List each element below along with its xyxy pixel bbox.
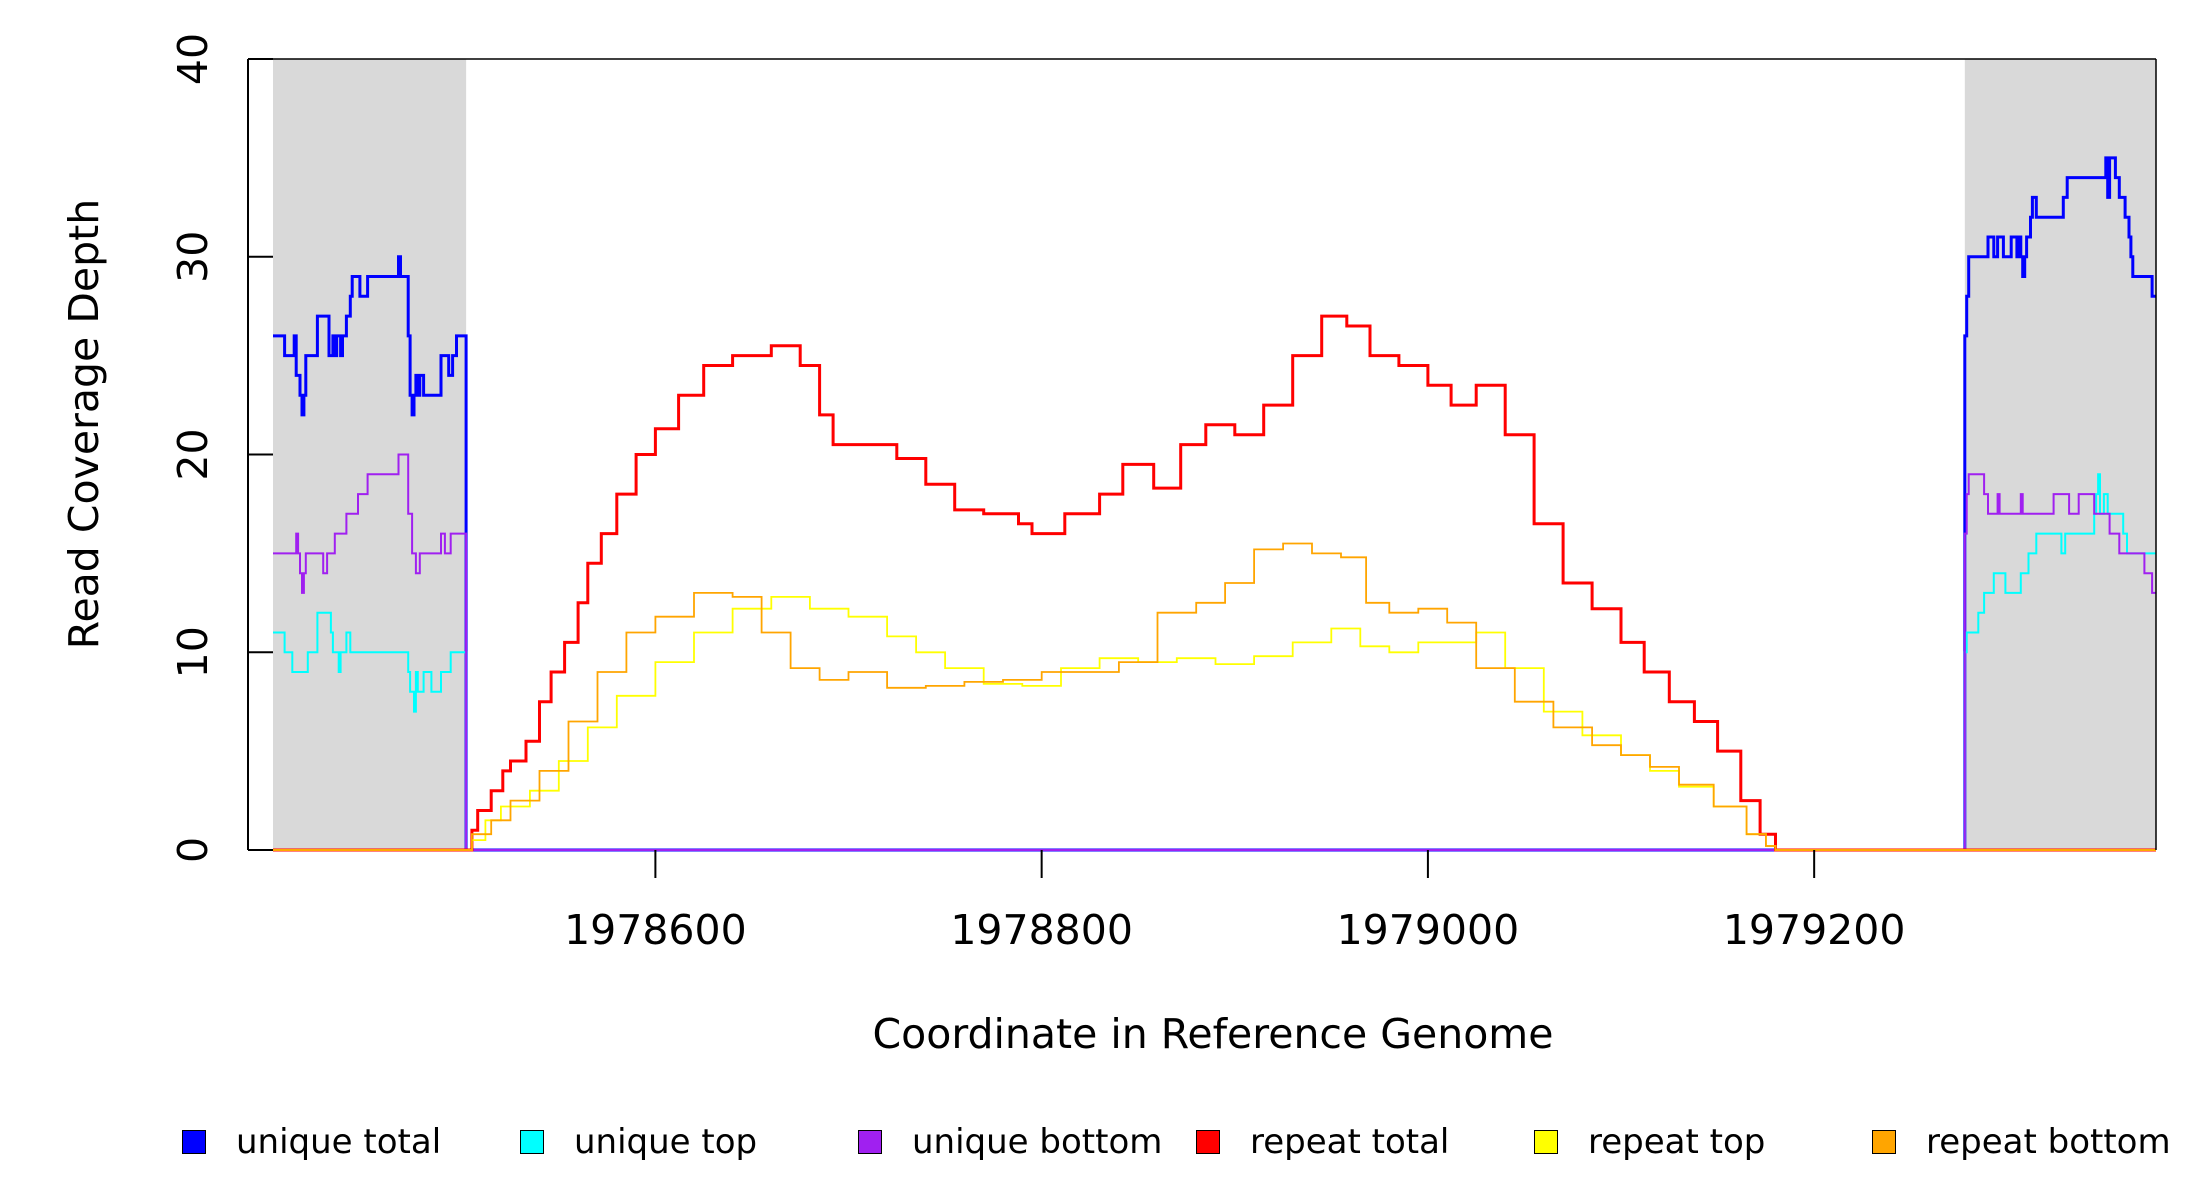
- legend-label: unique top: [574, 1122, 758, 1162]
- y-tick-label: 10: [169, 626, 217, 678]
- series-line-repeat-total: [273, 314, 2156, 852]
- legend-label: repeat bottom: [1926, 1122, 2171, 1162]
- x-tick-label: 1979200: [1723, 906, 1906, 954]
- legend-swatch-unique-bottom: [858, 1130, 882, 1154]
- legend-swatch-repeat-bottom: [1872, 1130, 1896, 1154]
- legend-item-unique-total: unique total: [182, 1118, 441, 1166]
- y-axis-title: Read Coverage Depth: [60, 199, 108, 649]
- x-tick-label: 1978600: [564, 906, 747, 954]
- legend-item-repeat-top: repeat top: [1534, 1118, 1765, 1166]
- series-line-repeat-bottom: [273, 542, 2156, 851]
- legend: unique total unique top unique bottom re…: [0, 1118, 2200, 1166]
- x-axis-title: Coordinate in Reference Genome: [873, 1010, 1554, 1058]
- shaded-region-2: [1964, 59, 2156, 850]
- y-tick-label: 40: [169, 33, 217, 85]
- legend-label: repeat total: [1250, 1122, 1450, 1162]
- series-line-repeat-top: [273, 596, 2156, 851]
- y-tick-label: 20: [169, 428, 217, 480]
- y-tick-label: 0: [169, 837, 217, 863]
- series-line-unique-bottom: [273, 453, 2156, 851]
- legend-label: unique bottom: [912, 1122, 1163, 1162]
- series-line-unique-total: [273, 156, 2156, 852]
- legend-swatch-repeat-top: [1534, 1130, 1558, 1154]
- legend-item-repeat-bottom: repeat bottom: [1872, 1118, 2171, 1166]
- legend-item-unique-top: unique top: [520, 1118, 757, 1166]
- legend-swatch-unique-total: [182, 1130, 206, 1154]
- legend-item-repeat-total: repeat total: [1196, 1118, 1449, 1166]
- shaded-region-1: [273, 59, 467, 850]
- x-tick-label: 1978800: [950, 906, 1133, 954]
- series-line-unique-top: [273, 473, 2156, 851]
- legend-label: unique total: [236, 1122, 442, 1162]
- y-tick-label: 30: [169, 231, 217, 283]
- legend-item-unique-bottom: unique bottom: [858, 1118, 1162, 1166]
- legend-label: repeat top: [1588, 1122, 1766, 1162]
- legend-swatch-repeat-total: [1196, 1130, 1220, 1154]
- x-tick-label: 1979000: [1337, 906, 1520, 954]
- legend-swatch-unique-top: [520, 1130, 544, 1154]
